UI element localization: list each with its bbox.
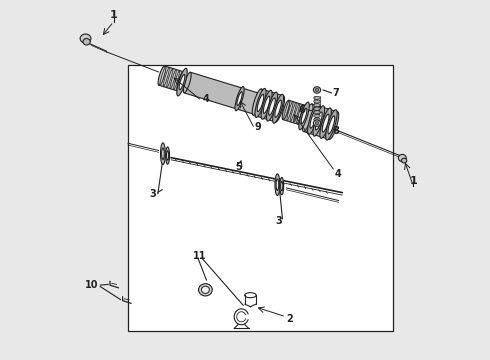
Text: 3: 3 xyxy=(276,216,283,226)
Ellipse shape xyxy=(398,154,406,162)
Text: 8: 8 xyxy=(333,126,340,136)
Ellipse shape xyxy=(261,90,272,119)
Text: 4: 4 xyxy=(335,168,341,179)
Ellipse shape xyxy=(275,174,280,195)
Ellipse shape xyxy=(294,103,299,123)
Ellipse shape xyxy=(284,100,290,120)
Ellipse shape xyxy=(83,39,90,45)
Ellipse shape xyxy=(314,107,320,111)
Ellipse shape xyxy=(177,72,184,91)
Polygon shape xyxy=(159,66,184,91)
Ellipse shape xyxy=(158,66,166,85)
Ellipse shape xyxy=(276,179,279,190)
Ellipse shape xyxy=(314,114,320,117)
Ellipse shape xyxy=(315,121,319,125)
Ellipse shape xyxy=(269,98,275,115)
Ellipse shape xyxy=(314,118,320,121)
Ellipse shape xyxy=(315,88,319,91)
Text: 9: 9 xyxy=(254,122,261,132)
Ellipse shape xyxy=(235,86,244,111)
Ellipse shape xyxy=(287,101,293,121)
Ellipse shape xyxy=(308,104,319,134)
Ellipse shape xyxy=(167,151,169,160)
Ellipse shape xyxy=(314,104,320,107)
Text: 4: 4 xyxy=(203,94,210,104)
Ellipse shape xyxy=(316,112,322,130)
Ellipse shape xyxy=(160,66,166,86)
Ellipse shape xyxy=(299,102,309,130)
Ellipse shape xyxy=(272,94,284,123)
Ellipse shape xyxy=(314,87,320,93)
Text: 7: 7 xyxy=(333,88,340,98)
Ellipse shape xyxy=(173,71,180,90)
Ellipse shape xyxy=(267,92,277,121)
Ellipse shape xyxy=(167,68,173,88)
Ellipse shape xyxy=(290,102,296,122)
Ellipse shape xyxy=(257,94,264,112)
Ellipse shape xyxy=(161,143,165,165)
Ellipse shape xyxy=(177,68,187,96)
Ellipse shape xyxy=(320,108,331,138)
Ellipse shape xyxy=(183,72,191,93)
Ellipse shape xyxy=(328,116,335,134)
Polygon shape xyxy=(283,100,304,124)
Text: 6: 6 xyxy=(298,105,305,115)
Ellipse shape xyxy=(275,100,281,117)
Ellipse shape xyxy=(263,96,270,113)
Ellipse shape xyxy=(177,72,183,91)
Ellipse shape xyxy=(255,89,266,117)
Ellipse shape xyxy=(170,69,176,89)
Ellipse shape xyxy=(314,111,320,114)
Text: 1: 1 xyxy=(110,10,118,20)
Polygon shape xyxy=(303,104,338,139)
Ellipse shape xyxy=(298,105,305,124)
Ellipse shape xyxy=(313,106,324,136)
Ellipse shape xyxy=(322,114,329,132)
Ellipse shape xyxy=(301,108,307,123)
Ellipse shape xyxy=(328,112,339,139)
Ellipse shape xyxy=(256,94,264,115)
Ellipse shape xyxy=(162,148,164,159)
Text: 10: 10 xyxy=(85,280,99,290)
Text: 11: 11 xyxy=(193,251,207,261)
Ellipse shape xyxy=(401,158,407,163)
Ellipse shape xyxy=(326,110,337,140)
Ellipse shape xyxy=(314,120,320,126)
Ellipse shape xyxy=(252,89,262,115)
Text: 1: 1 xyxy=(410,176,417,186)
Polygon shape xyxy=(184,72,263,115)
Ellipse shape xyxy=(201,286,209,293)
Ellipse shape xyxy=(166,147,170,164)
Text: 5: 5 xyxy=(236,162,242,172)
Ellipse shape xyxy=(314,100,320,103)
Ellipse shape xyxy=(274,96,285,122)
Ellipse shape xyxy=(198,284,212,296)
Text: 2: 2 xyxy=(286,314,293,324)
Ellipse shape xyxy=(179,75,185,90)
Ellipse shape xyxy=(281,181,283,191)
Text: 3: 3 xyxy=(150,189,157,199)
Polygon shape xyxy=(253,89,284,122)
Ellipse shape xyxy=(163,67,170,87)
Ellipse shape xyxy=(302,104,313,131)
Ellipse shape xyxy=(80,34,91,43)
Ellipse shape xyxy=(237,92,242,105)
Ellipse shape xyxy=(296,104,303,124)
Bar xyxy=(128,65,392,331)
Ellipse shape xyxy=(314,96,320,100)
Ellipse shape xyxy=(310,110,317,128)
Ellipse shape xyxy=(282,100,290,120)
Ellipse shape xyxy=(280,177,284,195)
